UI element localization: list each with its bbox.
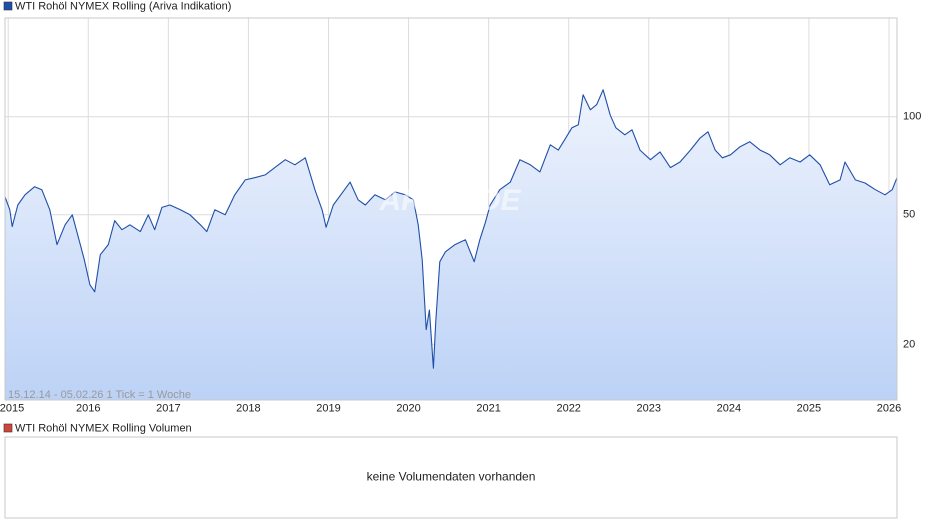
volume-message: keine Volumendaten vorhanden (367, 470, 536, 484)
x-tick-label: 2020 (396, 402, 420, 414)
watermark: ARIVA.DE (378, 184, 521, 217)
volume-frame (4, 436, 898, 519)
x-tick-label: 2017 (156, 402, 180, 414)
y-tick-label: 50 (903, 209, 915, 221)
range-note: 15.12.14 - 05.02.26 1 Tick = 1 Woche (8, 389, 191, 401)
x-tick-label: 2025 (797, 402, 821, 414)
x-tick-label: 2015 (0, 402, 24, 414)
legend-swatch (3, 1, 13, 11)
x-tick-label: 2019 (316, 402, 340, 414)
y-tick-label: 20 (903, 338, 915, 350)
x-tick-label: 2021 (476, 402, 500, 414)
x-tick-label: 2022 (556, 402, 580, 414)
volume-title: WTI Rohöl NYMEX Rolling Volumen (15, 422, 192, 434)
line (4, 89, 898, 369)
legend-label: WTI Rohöl NYMEX Rolling (Ariva Indikatio… (15, 0, 231, 12)
y-tick-label: 100 (903, 111, 921, 123)
x-tick-label: 2023 (637, 402, 661, 414)
x-tick-label: 2026 (877, 402, 901, 414)
x-tick-label: 2018 (236, 402, 260, 414)
x-tick-label: 2016 (76, 402, 100, 414)
legend-swatch (3, 423, 13, 433)
data (4, 89, 898, 401)
area (5, 89, 897, 401)
plot-frame (4, 17, 898, 401)
x-tick-label: 2024 (717, 402, 741, 414)
